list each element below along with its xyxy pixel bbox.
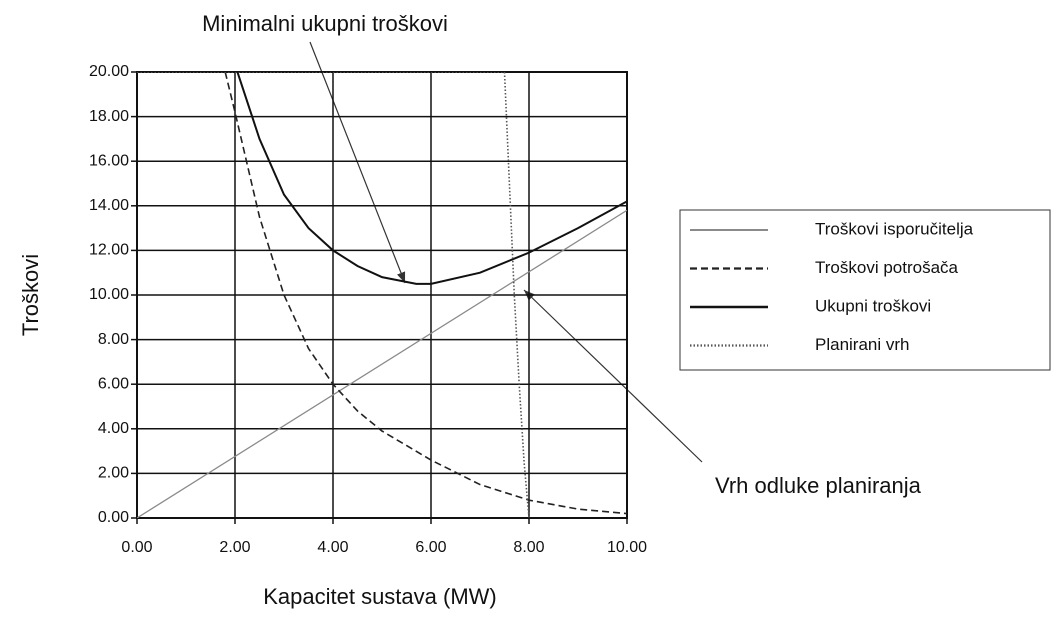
x-tick-label: 0.00 [121,539,152,556]
x-tick-label: 4.00 [317,539,348,556]
y-tick-label: 20.00 [89,63,129,80]
legend-label: Ukupni troškovi [815,296,931,315]
legend-label: Planirani vrh [815,335,910,354]
y-tick-label: 6.00 [98,375,129,392]
series-line [224,72,627,515]
annotation-arrow [523,289,703,463]
x-axis-label: Kapacitet sustava (MW) [263,584,497,609]
y-tick-label: 16.00 [89,152,129,169]
y-tick-label: 4.00 [98,420,129,437]
x-tick-label: 2.00 [219,539,250,556]
y-tick-label: 18.00 [89,108,129,125]
x-tick-label: 6.00 [415,539,446,556]
annotation: Vrh odluke planiranja [715,473,922,498]
legend-box [679,209,1051,371]
annotation-arrow [309,41,406,284]
legend-label: Troškovi isporučitelja [815,219,974,238]
series-line [236,72,627,285]
annotation: Minimalni ukupni troškovi [202,11,448,36]
series-line [137,209,627,518]
y-tick-label: 12.00 [89,242,129,259]
x-tick-label: 10.00 [607,539,647,556]
y-tick-label: 10.00 [89,286,129,303]
plot-area [137,72,627,518]
y-tick-label: 8.00 [98,331,129,348]
y-tick-label: 2.00 [98,465,129,482]
y-axis-label: Troškovi [18,254,43,336]
legend-label: Troškovi potrošača [815,258,959,277]
y-tick-label: 0.00 [98,509,129,526]
y-tick-label: 14.00 [89,197,129,214]
x-tick-label: 8.00 [513,539,544,556]
